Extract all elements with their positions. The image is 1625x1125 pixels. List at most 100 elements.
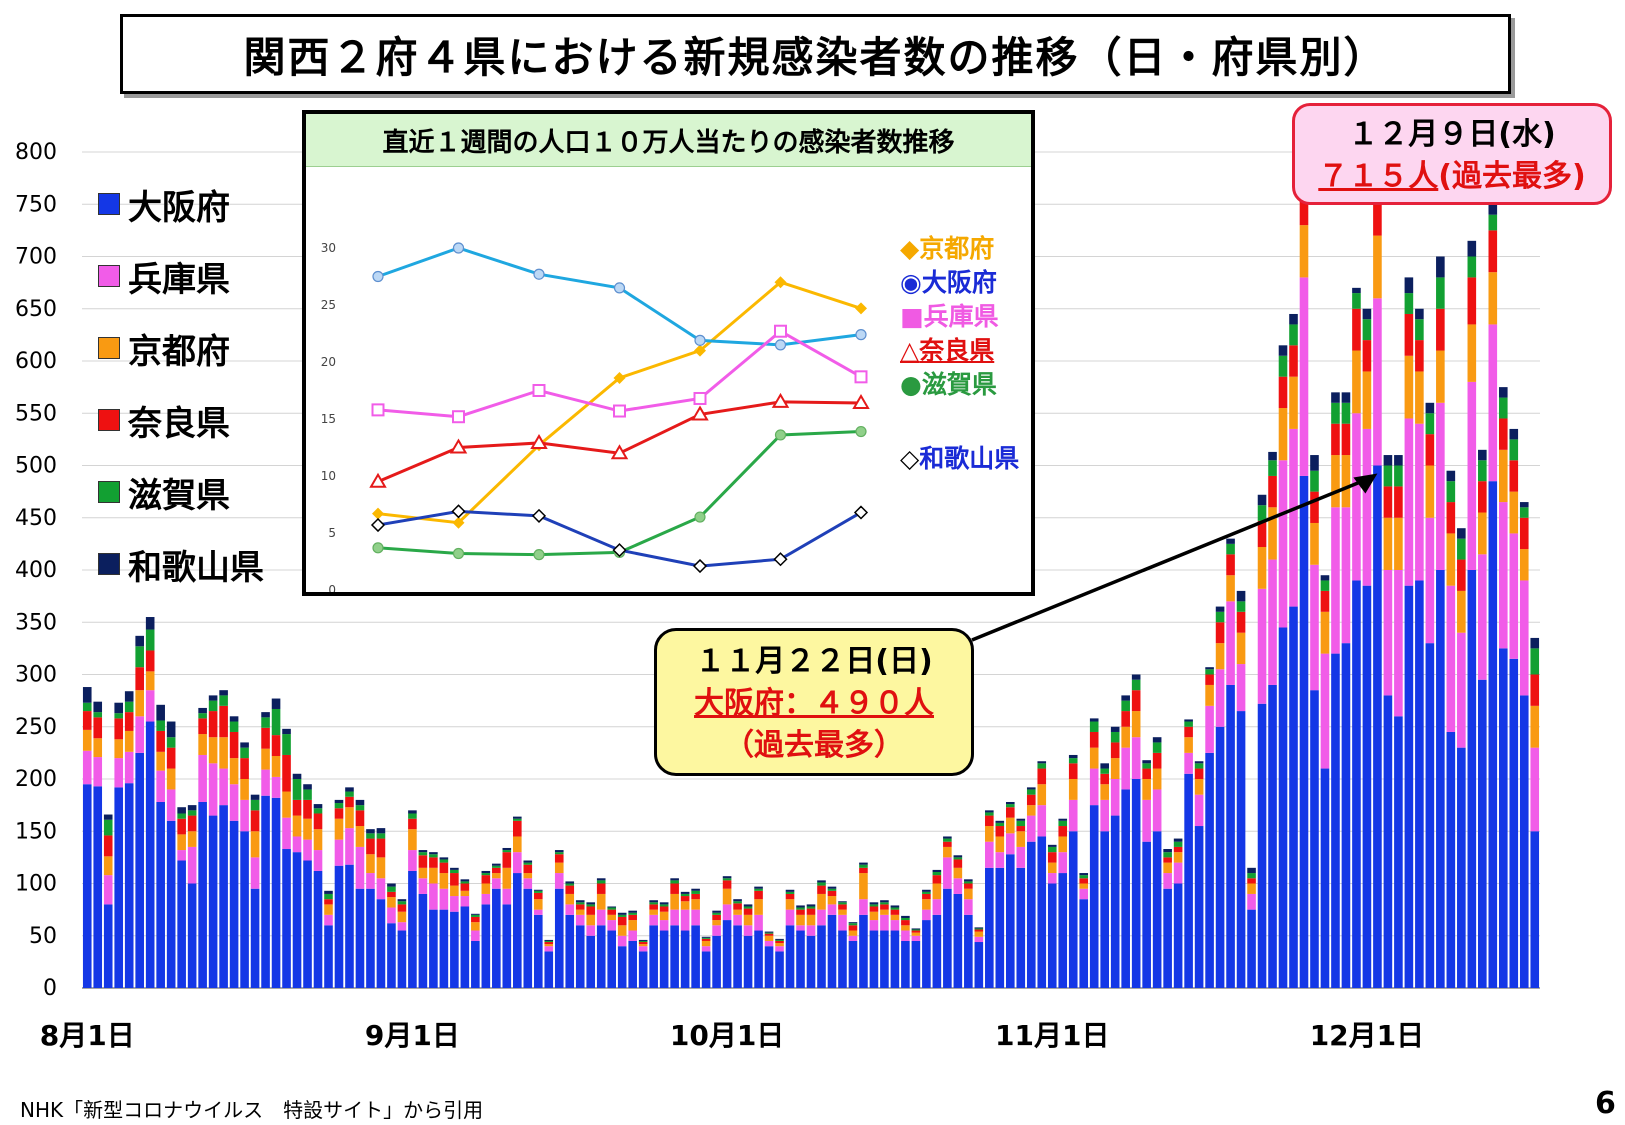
bar-segment-兵庫県	[995, 852, 1005, 868]
bar-segment-大阪府	[114, 787, 124, 988]
bar-segment-京都府	[922, 899, 931, 910]
bar-segment-和歌山県	[1226, 538, 1235, 544]
bar-segment-京都府	[355, 826, 365, 847]
bar-segment-大阪府	[82, 784, 92, 988]
bar-segment-京都府	[1425, 465, 1435, 518]
bar-segment-大阪府	[1341, 643, 1351, 988]
bar-segment-京都府	[376, 857, 386, 879]
bar-segment-滋賀県	[397, 901, 407, 905]
bar-segment-滋賀県	[408, 813, 417, 819]
bar-segment-滋賀県	[670, 880, 679, 884]
bar-segment-和歌山県	[817, 880, 826, 883]
bar-segment-京都府	[366, 854, 375, 874]
inset-point-京都府	[372, 507, 384, 520]
bar-segment-奈良県	[240, 758, 249, 779]
inset-point-滋賀県	[694, 511, 706, 523]
bar-segment-和歌山県	[1163, 849, 1172, 853]
bar-segment-大阪府	[1415, 580, 1424, 988]
bar-segment-兵庫県	[292, 836, 302, 853]
bar-segment-兵庫県	[187, 846, 197, 884]
bar-segment-大阪府	[408, 870, 417, 988]
bar-segment-京都府	[869, 911, 879, 921]
bar-segment-滋賀県	[513, 818, 522, 821]
inset-point-兵庫県	[693, 391, 707, 405]
bar-segment-奈良県	[796, 909, 805, 915]
bar-segment-奈良県	[114, 718, 124, 740]
bar-segment-大阪府	[1205, 752, 1214, 988]
bar-segment-大阪府	[974, 942, 984, 988]
bar-segment-奈良県	[743, 908, 753, 915]
bar-segment-大阪府	[166, 820, 176, 988]
bar-segment-京都府	[764, 935, 774, 941]
bar-segment-滋賀県	[628, 912, 637, 915]
bar-segment-京都府	[1404, 355, 1414, 419]
bar-segment-和歌山県	[450, 867, 459, 870]
inset-y-tick: 15	[321, 412, 336, 426]
callout-date: １１月２２日(日)	[695, 644, 933, 679]
bar-segment-和歌山県	[82, 687, 92, 703]
bar-segment-京都府	[513, 836, 522, 853]
bar-segment-大阪府	[1173, 883, 1183, 988]
bar-segment-大阪府	[1467, 570, 1477, 988]
bar-segment-滋賀県	[1226, 543, 1235, 555]
bar-segment-滋賀県	[1194, 763, 1204, 769]
bar-segment-奈良県	[124, 712, 134, 731]
bar-segment-兵庫県	[533, 909, 543, 915]
bar-segment-滋賀県	[250, 799, 260, 811]
bar-segment-奈良県	[177, 818, 186, 835]
bar-segment-大阪府	[376, 899, 386, 988]
bar-segment-京都府	[859, 873, 868, 900]
bar-segment-兵庫県	[911, 935, 921, 941]
bar-segment-京都府	[649, 909, 658, 915]
bar-segment-大阪府	[1509, 658, 1519, 988]
inset-point-大阪府	[372, 270, 384, 283]
bar-segment-兵庫県	[397, 922, 407, 931]
bar-segment-兵庫県	[418, 878, 428, 894]
bar-segment-大阪府	[1005, 854, 1015, 988]
bar-segment-兵庫県	[1394, 570, 1403, 717]
bar-segment-兵庫県	[1467, 381, 1477, 570]
inset-point-和歌山県	[451, 504, 466, 519]
bar-segment-大阪府	[754, 930, 763, 988]
bar-segment-大阪府	[838, 930, 847, 988]
bar-segment-奈良県	[1247, 878, 1256, 884]
bar-segment-和歌山県	[838, 901, 847, 903]
bar-segment-兵庫県	[691, 909, 700, 926]
bar-segment-兵庫県	[1257, 588, 1267, 704]
bar-segment-和歌山県	[722, 876, 732, 879]
bar-segment-和歌山県	[670, 878, 679, 881]
bar-segment-奈良県	[1089, 731, 1099, 748]
bar-segment-京都府	[1310, 522, 1319, 565]
bar-segment-大阪府	[1478, 679, 1487, 988]
bar-segment-和歌山県	[1037, 761, 1047, 764]
bar-segment-滋賀県	[964, 881, 973, 884]
bar-segment-滋賀県	[607, 907, 617, 910]
bar-segment-奈良県	[1404, 313, 1414, 356]
inset-point-大阪府	[774, 339, 787, 351]
bar-segment-兵庫県	[1341, 507, 1351, 644]
bar-segment-大阪府	[953, 893, 963, 988]
bar-segment-滋賀県	[502, 850, 512, 853]
bar-segment-兵庫県	[376, 878, 386, 900]
bar-segment-奈良県	[187, 815, 197, 832]
bar-segment-滋賀県	[1152, 742, 1162, 753]
inset-chart-panel: 直近１週間の人口１０万人当たりの感染者数推移 051015202530~11/2…	[302, 110, 1035, 596]
bar-segment-大阪府	[187, 883, 197, 988]
bar-segment-和歌山県	[376, 828, 386, 834]
legend-label: 兵庫県	[128, 259, 230, 300]
bar-segment-和歌山県	[995, 820, 1005, 823]
inset-legend-label: 大阪府	[921, 268, 997, 297]
bar-segment-京都府	[670, 893, 679, 910]
bar-segment-奈良県	[764, 933, 774, 936]
bar-segment-兵庫県	[1268, 559, 1277, 685]
bar-segment-奈良県	[649, 904, 658, 910]
bar-segment-和歌山県	[324, 890, 333, 894]
bar-segment-奈良県	[313, 813, 323, 830]
bar-segment-奈良県	[502, 852, 512, 868]
bar-segment-兵庫県	[1278, 460, 1288, 628]
inset-point-滋賀県	[855, 425, 867, 438]
bar-segment-京都府	[985, 826, 994, 842]
bar-segment-奈良県	[1362, 340, 1372, 372]
bar-segment-和歌山県	[1519, 502, 1529, 508]
bar-segment-大阪府	[1215, 726, 1225, 988]
